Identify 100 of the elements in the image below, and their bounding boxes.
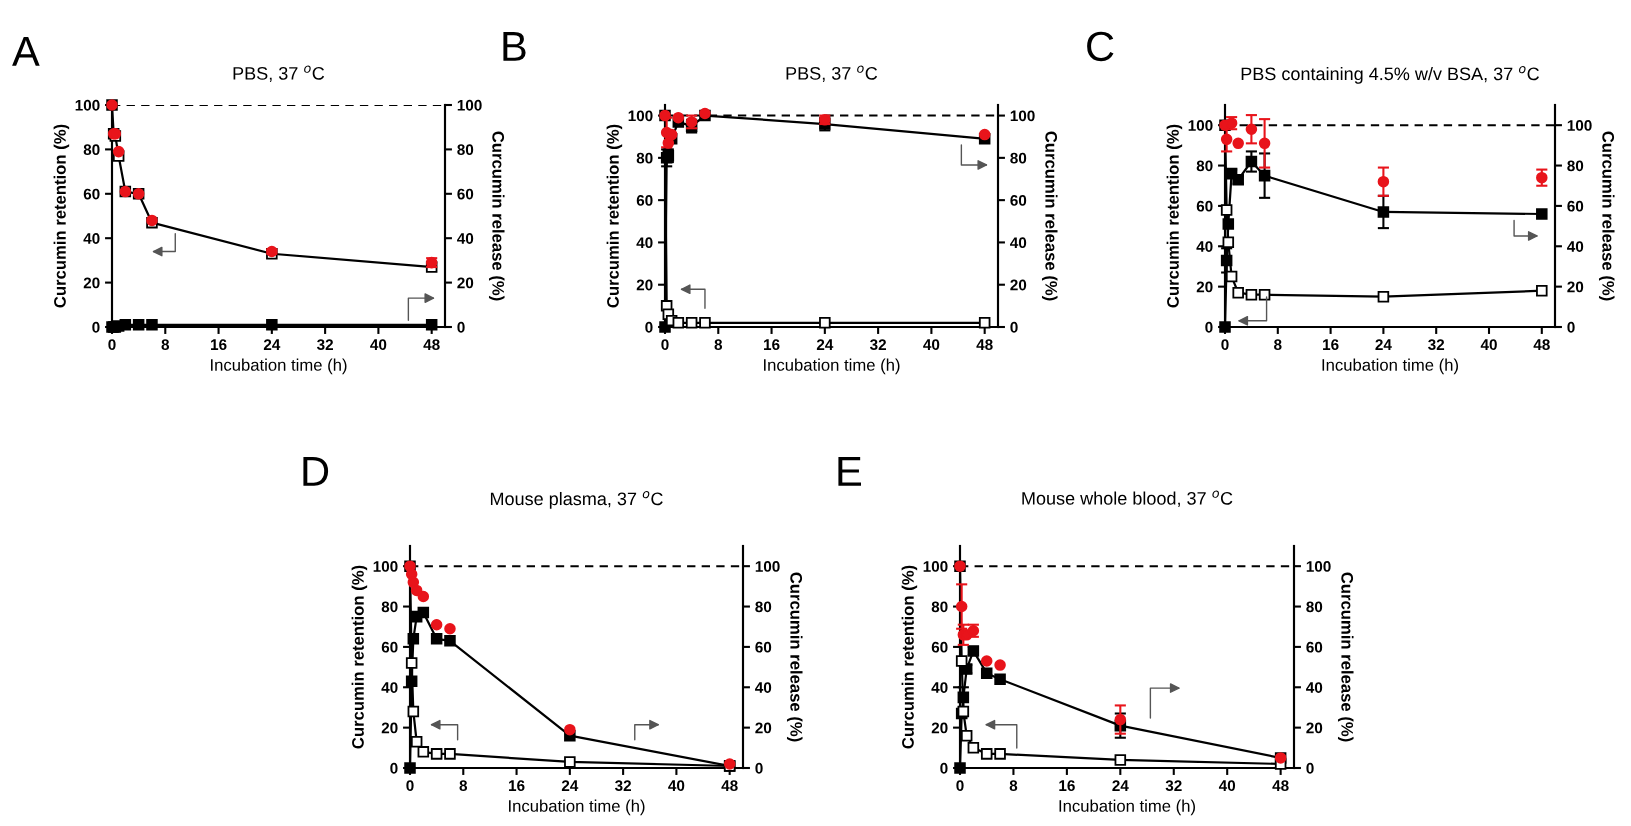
y2-axis-title: Curcumin release (%) <box>1041 131 1058 301</box>
x-tick-label: 0 <box>108 339 116 351</box>
x-axis-title: Incubation time (h) <box>211 358 347 375</box>
y2-tick-label: 80 <box>457 144 474 156</box>
text: A <box>12 37 40 66</box>
x-tick-label: 16 <box>1323 339 1339 351</box>
y-tick-label: 40 <box>931 682 948 693</box>
x-tick-label: 32 <box>1165 780 1182 792</box>
y2-tick-label: 40 <box>1010 237 1027 249</box>
x-tick-label: 48 <box>976 339 993 351</box>
y-axis-title: Curcumin retention (%) <box>351 565 368 749</box>
x-tick-label: 48 <box>1533 339 1550 351</box>
x-tick-label: 16 <box>509 780 525 792</box>
y2-tick-label: 0 <box>1567 321 1575 333</box>
text: C <box>1087 31 1114 62</box>
y2-tick-label: 40 <box>755 682 772 693</box>
y-tick-label: 40 <box>1196 241 1213 252</box>
y-axis-title: Curcumin retention (%) <box>606 124 623 308</box>
y-tick-label: 100 <box>75 99 100 111</box>
y-tick-label: 60 <box>636 195 653 206</box>
x-tick-label: 48 <box>1272 780 1289 792</box>
y2-tick-label: 40 <box>1567 241 1584 252</box>
x-axis-title: Incubation time (h) <box>764 358 900 375</box>
y2-tick-label: 40 <box>457 233 474 244</box>
x-tick-label: 16 <box>764 339 780 351</box>
y-tick-label: 0 <box>1205 321 1213 333</box>
y-tick-label: 60 <box>1196 200 1213 212</box>
y-tick-label: 20 <box>931 722 948 734</box>
y2-tick-label: 0 <box>457 321 465 333</box>
y-axis-title: Curcumin retention (%) <box>901 565 918 749</box>
x-tick-label: 40 <box>668 780 685 792</box>
chart-title: Mouse plasma, 37 $^{o}$C <box>490 491 663 509</box>
text: E <box>838 457 861 486</box>
y2-tick-label: 60 <box>755 641 772 653</box>
y-tick-label: 80 <box>381 601 398 613</box>
x-tick-label: 0 <box>956 780 964 792</box>
y-tick-label: 40 <box>381 682 398 693</box>
x-tick-label: 48 <box>721 780 738 792</box>
y2-axis-title: Curcumin release (%) <box>1337 572 1354 742</box>
x-tick-label: 0 <box>406 780 414 792</box>
y-tick-label: 20 <box>83 277 100 289</box>
y-tick-label: 60 <box>381 641 398 653</box>
x-tick-label: 8 <box>459 780 468 792</box>
y-tick-label: 20 <box>636 279 653 291</box>
y2-tick-label: 80 <box>1567 160 1584 172</box>
y2-tick-label: 0 <box>1306 762 1314 774</box>
y2-tick-label: 60 <box>457 188 474 200</box>
y-axis-title: Curcumin retention (%) <box>1166 124 1183 308</box>
y2-tick-label: 60 <box>1306 641 1323 653</box>
y-tick-label: 40 <box>636 237 653 249</box>
y2-tick-label: 80 <box>755 601 772 613</box>
x-tick-label: 40 <box>923 339 940 351</box>
chart-title: PBS, 37 $^{o}$C <box>233 65 325 82</box>
y-tick-label: 80 <box>83 144 100 156</box>
x-tick-label: 32 <box>316 339 334 351</box>
x-tick-label: 32 <box>869 339 887 351</box>
y2-tick-label: 80 <box>1306 601 1323 613</box>
text: D <box>303 457 329 486</box>
chart-title: PBS containing 4.5% w/v BSA, 37 $^{o}$C <box>1241 66 1539 84</box>
chart-title: Mouse whole blood, 37 $^{o}$C <box>1022 490 1233 507</box>
y2-tick-label: 100 <box>1567 120 1592 131</box>
x-tick-label: 8 <box>1274 339 1282 351</box>
y2-tick-label: 20 <box>1567 281 1584 293</box>
x-tick-label: 8 <box>714 339 723 351</box>
x-tick-label: 40 <box>1218 780 1236 792</box>
y2-axis-title: Curcumin release (%) <box>1598 131 1615 301</box>
y2-tick-label: 20 <box>1010 279 1027 291</box>
x-axis-title: Incubation time (h) <box>1059 799 1195 816</box>
x-tick-label: 24 <box>816 339 834 350</box>
y2-axis-title: Curcumin release (%) <box>786 572 803 742</box>
y-tick-label: 60 <box>931 641 948 653</box>
y2-tick-label: 60 <box>1567 200 1584 212</box>
y2-tick-label: 100 <box>1010 110 1035 122</box>
y2-tick-label: 0 <box>1010 321 1018 333</box>
y2-tick-label: 20 <box>755 722 772 734</box>
y-tick-label: 100 <box>373 561 398 572</box>
x-axis-title: Incubation time (h) <box>509 799 645 816</box>
x-tick-label: 0 <box>661 339 669 351</box>
y2-tick-label: 40 <box>1306 682 1323 693</box>
x-tick-label: 16 <box>1059 780 1075 792</box>
y2-tick-label: 80 <box>1010 152 1027 164</box>
y2-tick-label: 20 <box>1306 722 1323 734</box>
y-tick-label: 100 <box>1188 120 1213 131</box>
x-tick-label: 32 <box>1428 339 1445 351</box>
chart-title: PBS, 37 $^{o}$C <box>786 65 878 82</box>
y-tick-label: 0 <box>940 762 948 774</box>
y-tick-label: 80 <box>636 152 653 164</box>
x-tick-label: 24 <box>1375 339 1392 350</box>
x-tick-label: 0 <box>1221 339 1229 351</box>
y2-tick-label: 100 <box>755 561 780 572</box>
x-tick-label: 8 <box>1009 780 1018 792</box>
y-tick-label: 100 <box>923 561 948 572</box>
y-tick-label: 0 <box>390 762 398 774</box>
y-tick-label: 60 <box>83 188 100 200</box>
x-tick-label: 48 <box>423 339 440 351</box>
x-tick-label: 16 <box>211 339 227 351</box>
y-tick-label: 80 <box>931 601 948 613</box>
x-tick-label: 24 <box>561 780 579 791</box>
x-tick-label: 24 <box>263 339 281 350</box>
y2-axis-title: Curcumin release (%) <box>488 131 505 301</box>
